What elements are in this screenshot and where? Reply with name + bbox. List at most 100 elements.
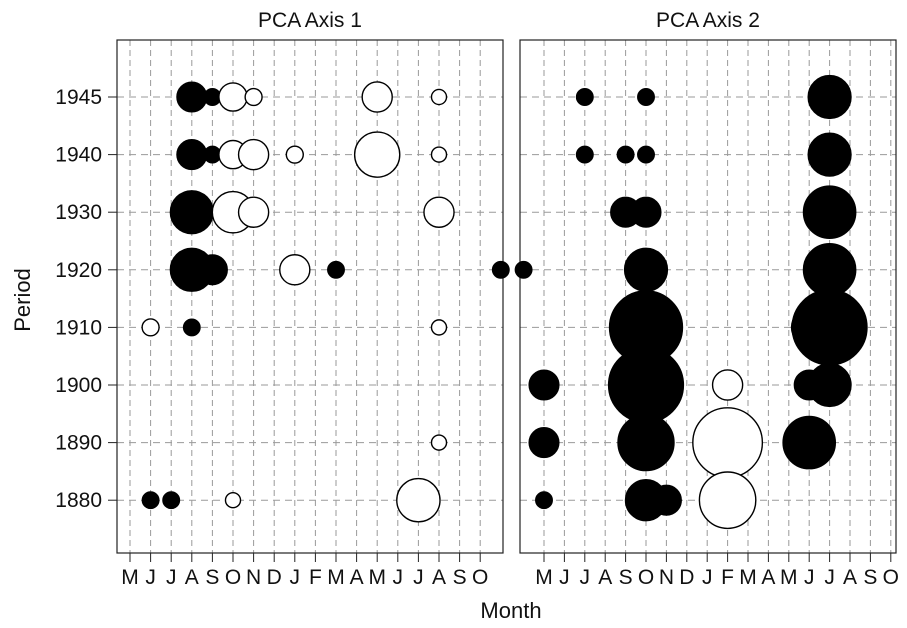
data-point-negative <box>698 471 757 530</box>
data-point-negative <box>430 434 448 451</box>
data-point-positive <box>802 185 857 240</box>
data-point-positive <box>807 132 852 177</box>
data-point-positive <box>575 145 594 164</box>
x-tick-label: J <box>804 566 815 589</box>
x-tick-label: J <box>824 566 835 589</box>
x-tick-label: M <box>535 566 553 589</box>
x-tick-label: S <box>453 566 467 589</box>
data-point-positive <box>607 346 685 424</box>
x-tick-label: M <box>368 566 386 589</box>
data-point-negative <box>224 491 242 509</box>
x-tick-label: J <box>559 566 570 589</box>
x-tick-label: M <box>327 566 345 589</box>
data-point-positive <box>791 289 868 366</box>
data-point-positive <box>807 74 852 120</box>
x-tick-label: A <box>843 566 857 589</box>
x-tick-label: J <box>413 566 424 589</box>
data-point-negative <box>218 82 248 112</box>
x-tick-label: A <box>185 566 199 589</box>
data-point-negative <box>353 131 401 178</box>
data-point-negative <box>396 477 441 523</box>
data-point-positive <box>637 145 655 164</box>
data-point-negative <box>141 318 160 337</box>
data-point-negative <box>430 146 448 163</box>
y-tick-labels: 1945 1940 1930 1920 1910 1900 1890 1880 <box>55 86 117 512</box>
x-tick-label: O <box>225 566 241 589</box>
data-point-positive <box>327 260 345 279</box>
x-tick-label: A <box>432 566 446 589</box>
x-tick-label: A <box>350 566 364 589</box>
y-tick-label: 1880 <box>55 489 102 512</box>
data-point-positive <box>535 491 553 510</box>
x-tick-label: S <box>205 566 219 589</box>
data-point-positive <box>617 413 675 472</box>
data-point-positive <box>182 318 201 337</box>
x-tick-label: M <box>121 566 139 589</box>
data-point-positive <box>169 190 214 235</box>
x-tick-label: O <box>472 566 488 589</box>
y-tick-label: 1890 <box>55 432 102 455</box>
data-point-positive <box>630 196 662 228</box>
data-point-positive <box>616 145 635 164</box>
x-tick-label: D <box>267 566 282 589</box>
data-point-positive <box>196 254 228 286</box>
x-tick-label: J <box>166 566 177 589</box>
plot-frame <box>116 39 504 554</box>
x-tick-label: J <box>580 566 591 589</box>
data-point-positive <box>802 242 857 297</box>
y-tick-label: 1945 <box>55 86 102 109</box>
x-tick-label: O <box>638 566 654 589</box>
data-point-negative <box>237 138 270 171</box>
data-point-negative <box>361 81 393 113</box>
data-point-positive <box>491 260 510 279</box>
data-point-negative <box>279 254 311 286</box>
data-point-positive <box>623 247 669 292</box>
x-tick-label: A <box>761 566 775 589</box>
data-point-negative <box>430 319 448 336</box>
data-point-positive <box>176 81 208 113</box>
x-tick-label: J <box>145 566 156 589</box>
y-tick-label: 1900 <box>55 374 102 397</box>
x-tick-label: J <box>702 566 713 589</box>
data-point-positive <box>514 260 533 279</box>
x-tick-label: M <box>780 566 798 589</box>
x-tick-label: O <box>883 566 899 589</box>
y-axis-label: Period <box>10 268 35 332</box>
plot-frame <box>519 39 897 554</box>
y-tick-label: 1910 <box>55 316 102 339</box>
data-point-positive <box>782 415 837 470</box>
x-tick-label: D <box>679 566 694 589</box>
data-point-negative <box>430 88 448 106</box>
x-tick-label: S <box>863 566 877 589</box>
y-tick-label: 1920 <box>55 259 102 282</box>
data-point-positive <box>176 139 208 171</box>
x-tick-label: J <box>393 566 404 589</box>
data-point-positive <box>141 491 160 510</box>
data-point-positive <box>650 484 682 516</box>
x-tick-label: F <box>721 566 734 589</box>
panel-title: PCA Axis 1 <box>258 9 362 32</box>
data-point-negative <box>244 87 263 107</box>
data-point-negative <box>237 196 270 228</box>
x-tick-label: A <box>598 566 612 589</box>
data-point-negative <box>692 407 764 479</box>
data-point-positive <box>807 362 852 408</box>
x-tick-label: N <box>246 566 261 589</box>
panel-title: PCA Axis 2 <box>656 9 760 32</box>
data-point-positive <box>528 427 560 459</box>
data-point-positive <box>575 88 594 106</box>
x-axis-label: Month <box>480 598 541 623</box>
y-tick-label: 1930 <box>55 201 102 224</box>
data-point-positive <box>637 88 655 106</box>
data-point-positive <box>162 491 181 510</box>
x-tick-label: J <box>290 566 301 589</box>
data-point-negative <box>711 369 744 401</box>
data-point-negative <box>423 196 455 228</box>
data-point-positive <box>528 369 560 401</box>
x-tick-label: N <box>659 566 674 589</box>
data-point-negative <box>285 145 304 164</box>
x-tick-label: M <box>739 566 757 589</box>
